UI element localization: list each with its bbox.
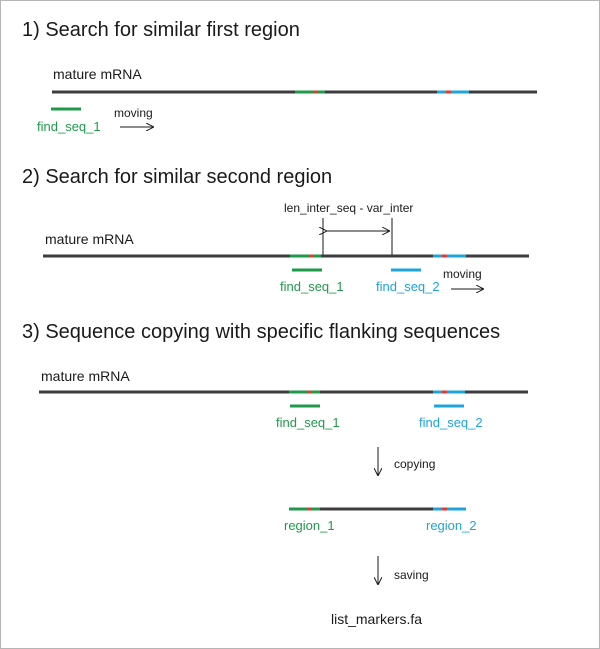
step-2: 2) Search for similar second region matu… [22,166,529,294]
step-3-copying-label: copying [394,457,435,471]
step-1: 1) Search for similar first region matur… [22,19,537,134]
step-1-title: 1) Search for similar first region [22,19,300,41]
region-2-label: region_2 [426,518,477,533]
step-1-find-seq-1-label: find_seq_1 [37,119,101,134]
step-3-find-seq-1-label: find_seq_1 [276,415,340,430]
step-1-moving-label: moving [114,106,153,120]
step-2-title: 2) Search for similar second region [22,166,332,188]
step-3-find-seq-2-label: find_seq_2 [419,415,483,430]
step-2-find-seq-1-label: find_seq_1 [280,279,344,294]
step-2-moving-label: moving [443,267,482,281]
step-3-mrna-label: mature mRNA [41,368,130,384]
step-3-title: 3) Sequence copying with specific flanki… [22,321,500,343]
region-1-label: region_1 [284,518,335,533]
step-2-mrna-label: mature mRNA [45,231,134,247]
step-3: 3) Sequence copying with specific flanki… [22,321,528,627]
step-1-mrna-label: mature mRNA [53,66,142,82]
step-2-distance-label: len_inter_seq - var_inter [284,201,413,215]
step-2-find-seq-2-label: find_seq_2 [376,279,440,294]
step-3-saving-label: saving [394,568,429,582]
output-file-name: list_markers.fa [331,611,422,627]
